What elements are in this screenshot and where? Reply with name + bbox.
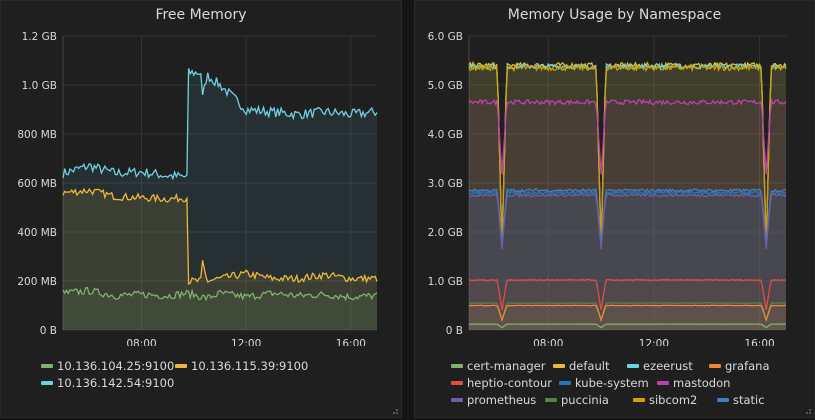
y-tick-label: 3.0 GB [428,178,463,190]
legend-item[interactable]: ezeerust [627,359,693,373]
legend-label: puccinia [561,393,609,407]
series-line [62,286,378,302]
legend-label: default [569,359,610,373]
x-tick-label: 08:00 [533,338,563,346]
x-tick-label: 16:00 [336,338,366,346]
y-tick-label: 1.0 GB [22,80,57,92]
legend-swatch-icon [717,397,729,402]
series-line [468,63,787,247]
series-line [62,68,378,181]
y-tick-label: 1.0 GB [428,276,463,288]
series-area [469,189,786,330]
legend-label: cert-manager [467,359,546,373]
legend-item[interactable]: sibcom2 [633,393,697,407]
panel-title[interactable]: Memory Usage by Namespace [507,7,722,23]
series-area [469,99,786,331]
series-line [468,323,786,329]
legend-label: grafana [725,359,770,373]
y-tick-label: 1.2 GB [22,31,57,43]
legend-label: heptio-contour [467,376,552,390]
legend-swatch-icon [709,363,721,368]
series-area [63,68,377,331]
series-area [469,279,786,330]
y-tick-label: 800 MB [17,129,57,141]
legend-swatch-icon [175,363,187,368]
legend-label: mastodon [673,376,731,390]
series-area [469,65,786,331]
legend-swatch-icon [41,380,53,385]
legend-item[interactable]: static [717,393,765,407]
legend-label: ezeerust [643,359,693,373]
legend-label: static [733,393,765,407]
series-area [469,191,786,330]
legend-item[interactable]: 10.136.115.39:9100 [175,359,308,373]
y-tick-label: 0 B [446,325,463,337]
legend-swatch-icon [451,397,463,402]
legend-item[interactable]: puccinia [545,393,609,407]
legend-swatch-icon [559,380,571,385]
y-tick-label: 6.0 GB [428,31,463,43]
series-area [469,63,786,331]
y-tick-label: 0 B [40,325,57,337]
y-tick-label: 2.0 GB [428,227,463,239]
free-memory-panel[interactable]: Free Memory 0 B 200 MB 400 MB 600 MB 800 MB 1… [0,0,402,418]
resize-handle-icon[interactable] [390,406,398,414]
y-tick-label: 4.0 GB [428,129,463,141]
grid [468,35,786,331]
legend-item[interactable]: grafana [709,359,770,373]
resize-handle-icon[interactable] [803,406,811,414]
legend-swatch-icon [633,397,645,402]
series-line [468,278,787,311]
legend-swatch-icon [41,363,53,368]
memory-namespace-chart[interactable]: 0 B 1.0 GB 2.0 GB 3.0 GB 4.0 GB 5.0 GB 6.0 GB 0… [415,1,815,346]
x-tick-label: 16:00 [744,338,774,346]
legend-label: prometheus [467,393,537,407]
grid [62,35,377,331]
legend-label: kube-system [575,376,649,390]
legend-swatch-icon [451,363,463,368]
legend-item[interactable]: 10.136.104.25:9100 [41,359,174,373]
series-line [468,190,787,247]
legend-swatch-icon [451,380,463,385]
y-tick-label: 400 MB [17,227,57,239]
series-area [469,302,786,330]
free-memory-chart[interactable]: 0 B 200 MB 400 MB 600 MB 800 MB 1.0 GB 1.2 GB 0… [1,1,403,346]
series-area [469,193,786,330]
legend-label: 10.136.142.54:9100 [57,376,175,390]
series-area [469,324,786,330]
series-area [63,287,377,330]
series-line [62,187,378,286]
y-tick-label: 200 MB [17,276,57,288]
x-tick-label: 12:00 [231,338,261,346]
memory-namespace-legend: cert-manager default ezeerust grafana he… [415,1,815,419]
y-tick-label: 5.0 GB [428,80,463,92]
x-tick-label: 08:00 [126,338,156,346]
legend-label: 10.136.115.39:9100 [191,359,309,373]
legend-swatch-icon [545,397,557,402]
legend-label: sibcom2 [649,393,698,407]
legend-item[interactable]: default [553,359,609,373]
legend-swatch-icon [627,363,639,368]
legend-item[interactable]: 10.136.142.54:9100 [41,376,174,390]
memory-namespace-panel[interactable]: Memory Usage by Namespace 0 B 1.0 GB 2.0 G… [414,0,815,418]
legend-label: 10.136.104.25:9100 [57,359,175,373]
series-line [468,187,787,245]
legend-item[interactable]: kube-system [559,376,649,390]
x-tick-label: 12:00 [639,338,669,346]
series-line [468,97,787,175]
legend-item[interactable]: cert-manager [451,359,545,373]
legend-item[interactable]: mastodon [657,376,730,390]
series-line [469,302,787,322]
series-line [469,304,787,323]
series-line [468,192,787,250]
free-memory-legend: 10.136.104.25:9100 10.136.115.39:9100 10… [1,1,403,419]
y-tick-label: 600 MB [17,178,57,190]
panel-title[interactable]: Free Memory [155,7,247,23]
legend-item[interactable]: heptio-contour [451,376,552,390]
legend-swatch-icon [657,380,669,385]
legend-swatch-icon [553,363,565,368]
legend-item[interactable]: prometheus [451,393,536,407]
